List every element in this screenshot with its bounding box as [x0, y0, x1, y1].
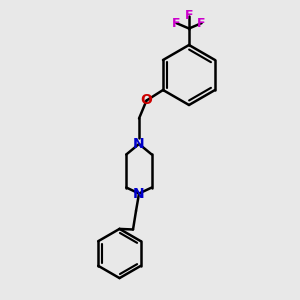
Text: N: N	[133, 137, 145, 151]
Text: F: F	[172, 16, 181, 30]
Text: O: O	[141, 94, 152, 107]
Text: F: F	[197, 16, 206, 30]
Text: F: F	[185, 9, 193, 22]
Text: N: N	[133, 187, 145, 200]
